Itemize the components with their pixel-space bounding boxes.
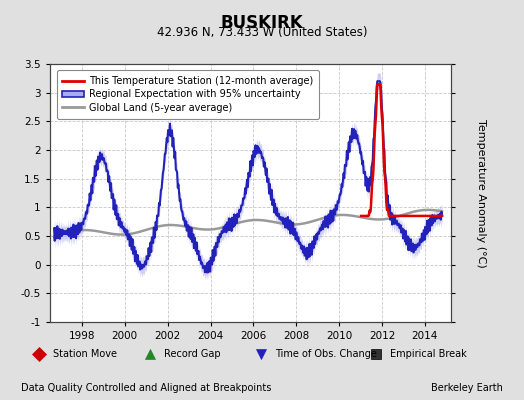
Text: 42.936 N, 73.433 W (United States): 42.936 N, 73.433 W (United States): [157, 26, 367, 39]
Text: Empirical Break: Empirical Break: [390, 349, 466, 359]
Text: Time of Obs. Change: Time of Obs. Change: [275, 349, 376, 359]
Legend: This Temperature Station (12-month average), Regional Expectation with 95% uncer: This Temperature Station (12-month avera…: [57, 70, 319, 119]
Y-axis label: Temperature Anomaly (°C): Temperature Anomaly (°C): [476, 119, 486, 267]
Text: Record Gap: Record Gap: [164, 349, 221, 359]
Text: Station Move: Station Move: [53, 349, 117, 359]
Text: BUSKIRK: BUSKIRK: [221, 14, 303, 32]
Text: Berkeley Earth: Berkeley Earth: [431, 383, 503, 393]
Text: Data Quality Controlled and Aligned at Breakpoints: Data Quality Controlled and Aligned at B…: [21, 383, 271, 393]
